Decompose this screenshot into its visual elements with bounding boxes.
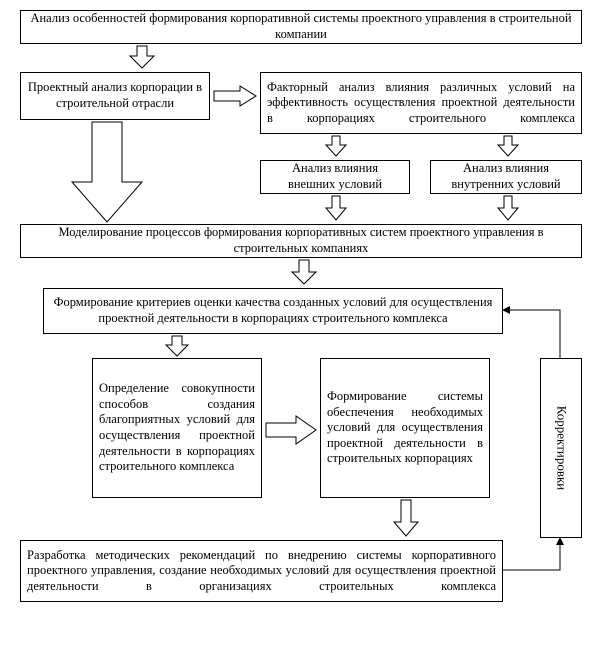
connector-line-icon (0, 0, 602, 647)
diagram-canvas: Анализ особенностей формирования корпора… (0, 0, 602, 647)
